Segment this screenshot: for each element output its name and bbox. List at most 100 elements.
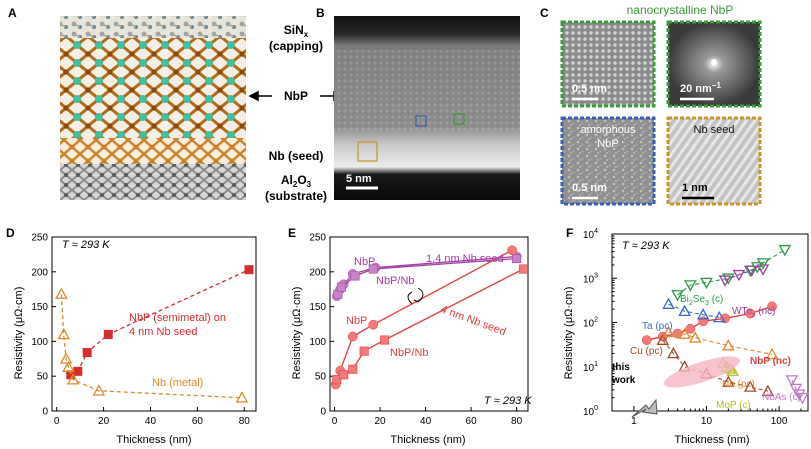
x-tick-label: 20: [375, 416, 387, 427]
panel-f-nb: Nb (pc): [722, 379, 755, 390]
panel-f-this1: this: [612, 362, 630, 373]
panel-b-scale: 5 nm: [346, 173, 372, 185]
panel-d-ylabel: Resistivity (μΩ·cm): [13, 287, 25, 380]
panel-f-bi: Bi2Se3 (c): [680, 294, 723, 307]
data-point: [678, 327, 691, 339]
series-line-2: [724, 268, 764, 281]
panel-c-label: C: [540, 6, 549, 20]
data-point: [767, 301, 777, 312]
data-point: [667, 346, 680, 359]
data-point: [756, 258, 770, 270]
axis-frame: [329, 236, 529, 412]
panel-e-plot: [330, 245, 528, 390]
y-tick-label: 0: [42, 407, 48, 418]
panel-f-nbas: NbAs (c): [762, 392, 801, 403]
data-point: [641, 335, 652, 345]
panel-e-label: E: [288, 226, 296, 240]
data-point: [82, 348, 92, 358]
axis-frame: [51, 236, 257, 412]
data-point: [718, 275, 732, 287]
x-tick-label: 60: [466, 416, 478, 427]
panel-e-temp: T ≈ 293 K: [484, 395, 532, 407]
data-point: [722, 339, 735, 351]
panel-e-ann-nbpnb-top: NbP/Nb: [376, 275, 415, 287]
data-point: [688, 331, 702, 343]
data-point: [336, 282, 346, 292]
panel-e-ann-14: 1.4 nm Nb seed: [426, 253, 504, 265]
y-tick-label: 250: [31, 233, 48, 244]
panel-f-arrow-icon: [631, 398, 658, 418]
panel-f-xlabel: Thickness (nm): [674, 434, 749, 446]
data-point: [720, 313, 730, 324]
x-tick-label: 80: [511, 416, 523, 427]
y-tick-label: 100: [309, 337, 326, 348]
data-point: [350, 271, 360, 281]
data-point: [765, 347, 779, 360]
data-point: [722, 273, 735, 285]
data-point: [745, 308, 756, 319]
x-tick-label: 40: [145, 416, 157, 427]
panel-f-wte: WTex (nc): [732, 306, 776, 319]
panel-a-substrate: Al2O3: [281, 173, 312, 189]
panel-e-ann-nbpnb-bot: NbP/Nb: [390, 347, 429, 359]
panel-e-ann-4: 4 nm Nb seed: [439, 304, 507, 339]
series-line-5: [668, 331, 773, 355]
panel-c-bl-scale: 0.5 nm: [572, 182, 607, 194]
panel-e-ann-nbp-top: NbP: [354, 256, 375, 268]
panel-d-label: D: [6, 226, 15, 240]
data-point: [662, 297, 675, 309]
data-point: [347, 331, 358, 342]
data-point: [103, 329, 113, 339]
data-point: [785, 375, 799, 387]
panel-f-this2: work: [611, 375, 636, 386]
data-point: [732, 269, 746, 282]
data-point: [793, 389, 806, 401]
series-line-3: [668, 303, 720, 319]
data-point: [756, 264, 770, 276]
panel-f-ta: Ta (pc): [642, 321, 673, 332]
panel-a-label: A: [8, 6, 17, 20]
panel-f-ylabel: Resistivity (μΩ·cm): [563, 287, 575, 380]
panel-a-capping-sub: (capping): [269, 39, 323, 53]
x-tick-label: 0: [54, 416, 60, 427]
panel-e-loop-icon: [407, 287, 424, 305]
data-point: [743, 380, 757, 392]
x-tick-label: 1: [631, 416, 637, 427]
data-point: [73, 366, 83, 376]
panel-f-plot: [641, 244, 809, 405]
panel-e-axes: 0 20 40 60 80 0 50 100 150 200 250: [309, 233, 529, 427]
panel-f-nbp: NbP (nc): [750, 356, 791, 367]
data-point: [684, 280, 697, 292]
panel-d-ann3: Nb (metal): [152, 377, 203, 389]
data-point: [507, 245, 517, 256]
data-point: [722, 375, 735, 387]
data-point: [339, 370, 349, 380]
panel-f-axes: 1 10 100 100 101 102 103 104: [583, 228, 809, 427]
data-point: [698, 316, 709, 327]
x-tick-label: 40: [420, 416, 432, 427]
y-tick-label: 103: [583, 272, 598, 285]
panel-c-images: [560, 20, 762, 206]
x-tick-label: 10: [701, 416, 713, 427]
data-point: [700, 277, 713, 290]
panel-f-cu: Cu (pc): [630, 346, 663, 357]
panel-e-ylabel: Resistivity (μΩ·cm): [291, 287, 303, 380]
y-tick-label: 102: [583, 317, 598, 330]
panel-a-substrate-sub: (substrate): [265, 189, 327, 203]
data-point: [778, 244, 792, 257]
panel-d-temp: T ≈ 293 K: [62, 239, 110, 251]
series-line-1: [677, 249, 786, 296]
data-point: [656, 333, 670, 345]
panel-d-ann1: NbP (semimetal) on: [129, 312, 226, 324]
y-tick-label: 200: [31, 267, 48, 278]
panel-a-seed: Nb (seed): [269, 149, 324, 163]
y-tick-label: 200: [309, 267, 326, 278]
x-tick-label: 0: [332, 416, 338, 427]
panel-f-label: F: [566, 226, 573, 240]
panel-f-temp: T ≈ 293 K: [622, 240, 670, 252]
y-tick-label: 50: [37, 372, 49, 383]
data-point: [796, 392, 809, 405]
data-point: [512, 254, 522, 264]
panel-c-tr-scale: 20 nm−1: [680, 81, 721, 95]
